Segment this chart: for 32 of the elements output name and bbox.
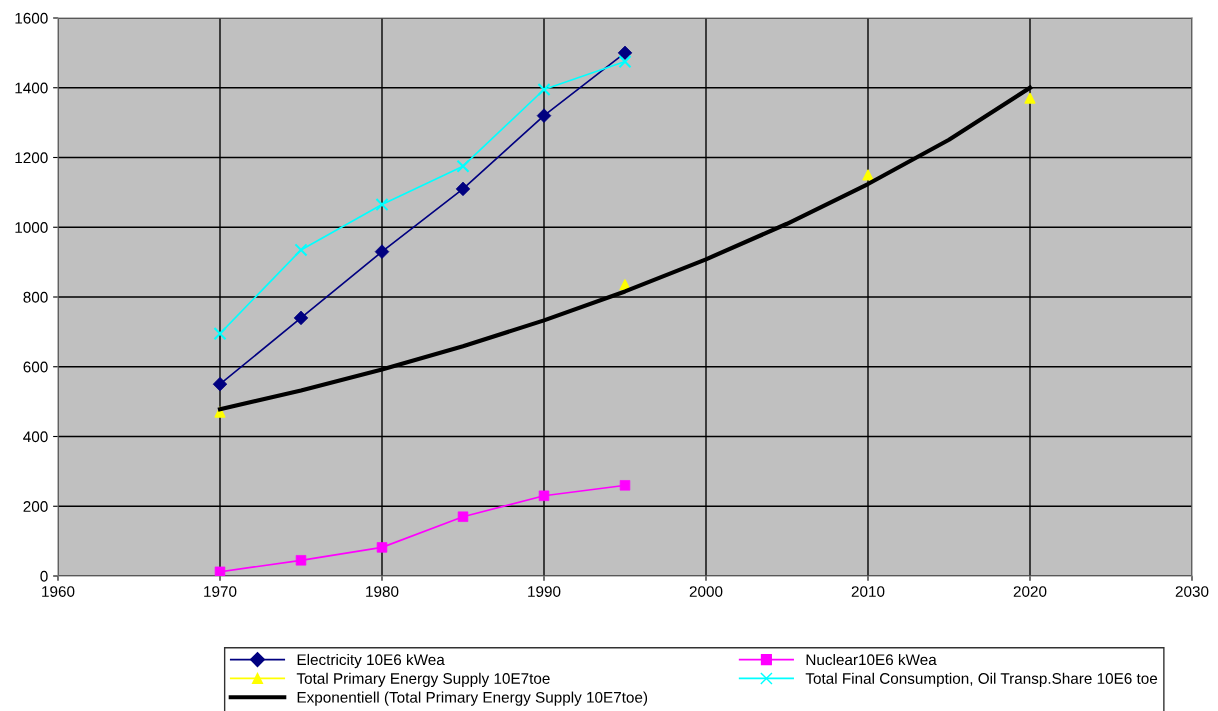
point (619, 480, 631, 491)
legend-label: Exponentiell (Total Primary Energy Supply 10E7toe) (297, 691, 648, 706)
point (456, 159, 470, 173)
y-tick-label: 0 (40, 570, 48, 582)
legend-label: Total Final Consumption, Oil Transp.Share 10E6 toe (805, 672, 1158, 687)
y-tick-label: 200 (23, 501, 48, 512)
x-tick-label: 1970 (204, 586, 237, 597)
x-tick-label: 1990 (528, 586, 561, 597)
y-tick-label: 800 (23, 291, 48, 303)
point (536, 108, 552, 123)
legend-label: Total Primary Energy Supply 10E7toe (296, 672, 550, 687)
point (294, 243, 308, 257)
y-tick-label: 1400 (15, 82, 48, 94)
legend-label: Nuclear10E6 kWea (806, 653, 937, 666)
point (538, 490, 550, 501)
x-tick-label: 1980 (366, 586, 399, 597)
x-tick-label: 2000 (689, 586, 723, 597)
point (213, 327, 227, 341)
y-tick-label: 600 (23, 361, 48, 373)
x-tick-label: 2010 (851, 586, 885, 597)
legend-label: Electricity 10E6 kWea (297, 653, 445, 669)
point (1024, 92, 1036, 104)
point (537, 82, 551, 97)
y-tick-label: 1000 (15, 222, 48, 233)
point (375, 197, 389, 212)
y-tick-label: 1200 (15, 152, 48, 164)
x-tick-label: 2030 (1175, 586, 1209, 597)
point (618, 55, 632, 69)
y-tick-label: 400 (23, 431, 48, 443)
x-tick-label: 2020 (1013, 586, 1047, 597)
x-tick-label: 1960 (42, 586, 75, 597)
y-tick-label: 1600 (15, 12, 48, 24)
